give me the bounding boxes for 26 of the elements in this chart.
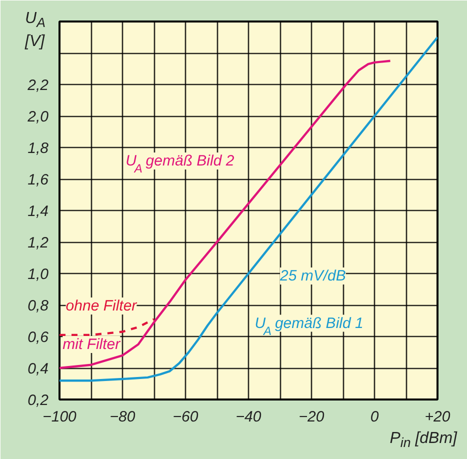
x-tick-label: −100: [42, 408, 78, 426]
y-tick-label: 1,2: [28, 234, 50, 252]
x-axis-title: P$_{in}$ [dBm]: [390, 429, 457, 452]
x-tick-label: −20: [298, 408, 325, 426]
x-tick-label: +20: [424, 408, 451, 426]
y-tick-label: 0,6: [28, 329, 50, 346]
x-tick-label: 0: [370, 408, 380, 426]
annotation: 25 mV/dB: [279, 268, 346, 285]
y-tick-label: 0,8: [28, 298, 50, 314]
x-tick-label: −40: [236, 408, 262, 426]
x-tick-label: −60: [172, 408, 199, 426]
y-tick-label: 1,0: [28, 266, 50, 283]
y-tick-label: 1,6: [28, 172, 50, 188]
line-series: [60, 60, 392, 370]
line-series: [60, 318, 156, 336]
y-tick-label: 2,0: [26, 108, 50, 126]
y-axis-title: U$_{A}$ [V]: [25, 9, 46, 52]
y-tick-label: 2,2: [26, 77, 50, 94]
y-tick-label: 1,4: [28, 203, 49, 220]
y-tick-label: 1,8: [28, 140, 50, 157]
y-tick-label: 0,4: [28, 360, 49, 378]
line-series: [60, 36, 438, 382]
x-tick-label: −80: [110, 408, 136, 426]
y-tick-label: 0,2: [28, 392, 50, 409]
annotation: mit Filter: [62, 336, 122, 354]
series-label: ohne Filter: [66, 297, 138, 314]
